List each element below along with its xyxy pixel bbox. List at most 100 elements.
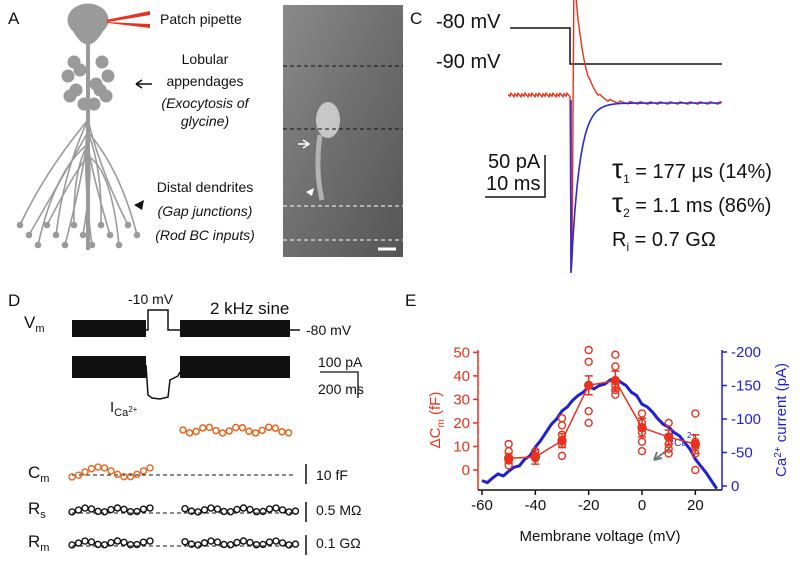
trace-dot bbox=[126, 540, 135, 549]
current-protocol bbox=[72, 356, 290, 400]
trace-dot bbox=[271, 424, 280, 432]
trace-dot bbox=[100, 541, 109, 549]
superscript: 2+ bbox=[773, 446, 784, 458]
panel-label: A bbox=[8, 9, 20, 28]
trace-dot bbox=[225, 427, 233, 435]
data-point bbox=[690, 439, 701, 449]
subscript: m bbox=[436, 419, 447, 427]
trace-dot bbox=[218, 429, 227, 437]
y2-tick-label: -150 bbox=[731, 378, 761, 395]
trace-label: Rs bbox=[28, 499, 46, 521]
data-point bbox=[637, 437, 647, 446]
trace-dot bbox=[94, 540, 102, 549]
trace-dot bbox=[139, 538, 148, 546]
subscript: s bbox=[40, 509, 46, 521]
neuron-drawing bbox=[16, 3, 141, 250]
trace-dot bbox=[259, 507, 267, 516]
trace-dot bbox=[258, 426, 266, 435]
y-tick-label: 50 bbox=[453, 344, 470, 361]
trace-dot bbox=[139, 467, 148, 475]
trace-dot bbox=[100, 464, 109, 472]
dendrite bbox=[84, 119, 93, 246]
dendrite-tip bbox=[70, 221, 78, 229]
trace-dot bbox=[245, 427, 253, 436]
x-tick-label: 20 bbox=[687, 497, 704, 514]
dendrite-tip bbox=[25, 231, 33, 239]
dendrite bbox=[87, 131, 102, 226]
y2-tick-label: -200 bbox=[731, 344, 761, 361]
dendrite-tip bbox=[106, 231, 114, 239]
data-point bbox=[611, 362, 620, 371]
annotation: -10 mV bbox=[128, 291, 174, 307]
trace-dot bbox=[291, 507, 300, 515]
lobule bbox=[95, 55, 109, 69]
trace-dot bbox=[146, 464, 154, 472]
trace-dot bbox=[87, 464, 96, 473]
trace-dot bbox=[220, 507, 228, 516]
trace-dot bbox=[194, 508, 202, 516]
trace-dot bbox=[126, 472, 135, 481]
trace-dot bbox=[126, 507, 135, 516]
dendrite-tip bbox=[79, 231, 87, 239]
dendrite-tip bbox=[124, 221, 132, 229]
dendrite bbox=[37, 143, 89, 246]
trace-label: Rm bbox=[28, 532, 49, 554]
scale-bar bbox=[320, 371, 359, 398]
trace-dot bbox=[133, 470, 141, 479]
scale-label: 50 pA bbox=[488, 151, 541, 173]
trace-dot bbox=[68, 508, 76, 516]
data-point bbox=[663, 432, 674, 442]
trace-dot bbox=[259, 540, 267, 549]
trace-dot bbox=[81, 537, 89, 545]
subscript: Ca bbox=[674, 438, 687, 449]
trace-dot bbox=[285, 508, 293, 516]
trace-dot bbox=[233, 538, 241, 547]
data-point bbox=[664, 449, 673, 458]
dendrite bbox=[87, 143, 111, 236]
annotation: (Rod BC inputs) bbox=[155, 227, 255, 243]
trace-dot bbox=[272, 537, 280, 545]
dendrite-tip bbox=[34, 241, 42, 249]
trace-dot bbox=[146, 504, 154, 512]
trace-dot bbox=[146, 537, 154, 545]
data-point bbox=[530, 452, 541, 462]
symbol: R bbox=[28, 499, 40, 518]
lobule bbox=[61, 69, 75, 83]
subscript: 2 bbox=[623, 206, 630, 220]
dendrite-tip bbox=[61, 241, 69, 249]
trace-dot bbox=[233, 505, 241, 514]
dendrite-tip bbox=[16, 221, 24, 229]
data-point bbox=[583, 380, 594, 390]
y2-tick-label: -100 bbox=[731, 411, 761, 428]
trace-dot bbox=[68, 473, 76, 481]
trace-dot bbox=[246, 538, 254, 547]
annotation: (Gap junctions) bbox=[158, 203, 253, 219]
symbol: V bbox=[24, 313, 36, 332]
data-point bbox=[557, 451, 567, 461]
trace-dot bbox=[179, 426, 187, 434]
trace-dot bbox=[87, 538, 96, 546]
data-point bbox=[584, 406, 593, 416]
symbol: C bbox=[28, 463, 40, 482]
symbol: R bbox=[612, 229, 626, 251]
data-point bbox=[584, 418, 593, 428]
dendrite bbox=[82, 155, 91, 236]
lobule bbox=[101, 69, 115, 83]
symbol: τ bbox=[612, 187, 623, 218]
y2-axis-label: Ca2+ current (pA) bbox=[773, 363, 790, 477]
trace-dot bbox=[213, 538, 222, 546]
arrow bbox=[135, 79, 152, 89]
scale-label: 10 ms bbox=[486, 173, 540, 195]
trace-dot bbox=[252, 508, 261, 516]
dendrite-tip bbox=[133, 231, 141, 239]
y-tick-label: 10 bbox=[453, 438, 470, 455]
dendrite bbox=[87, 119, 129, 226]
y2-tick-label: 0 bbox=[731, 478, 739, 495]
subscript: m bbox=[35, 323, 44, 335]
data-point bbox=[557, 435, 567, 446]
trace-dot bbox=[291, 540, 300, 548]
lobule bbox=[99, 89, 113, 103]
data-point bbox=[691, 409, 700, 418]
trace-dot bbox=[265, 423, 273, 431]
